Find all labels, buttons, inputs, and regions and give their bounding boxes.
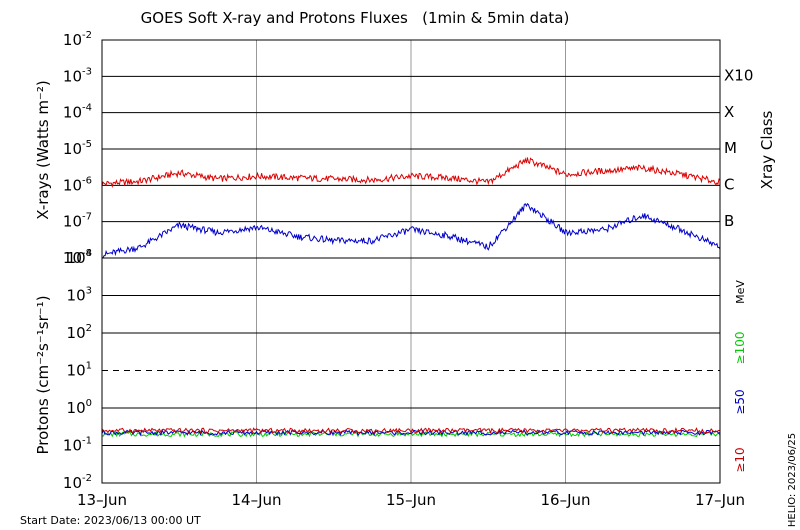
x-axis-ticks: 13–Jun 14–Jun 15–Jun 16–Jun 17–Jun [77, 491, 745, 509]
xray-series-line [101, 203, 721, 259]
proton-y-tick-label: 101 [67, 361, 92, 380]
xray-gridlines [102, 40, 720, 258]
credit-label: HELIO: 2023/06/25 [787, 433, 798, 527]
chart-title: GOES Soft X-ray and Protons Fluxes (1min… [141, 9, 570, 27]
xray-series-group [101, 157, 721, 259]
xray-y-tick-label: 10-5 [63, 139, 92, 158]
proton-legend-entry: ≥100 [733, 332, 747, 365]
proton-gridlines [102, 258, 720, 483]
xray-y-ticks: 10-210-310-410-510-610-710-8 [63, 30, 92, 267]
xray-class-axis-label: Xray Class [758, 110, 776, 189]
xray-y-tick-label: 10-4 [63, 103, 92, 122]
x-tick-label: 17–Jun [695, 491, 745, 509]
xray-class-label: B [724, 212, 734, 230]
xray-y-tick-label: 10-2 [63, 30, 92, 49]
proton-y-ticks: 104 103 102 101 100 10-1 10-2 [63, 248, 92, 492]
proton-series-group [101, 427, 721, 438]
proton-y-tick-label: 103 [67, 286, 92, 305]
proton-plot-frame [101, 257, 721, 484]
x-tick-label: 16–Jun [540, 491, 590, 509]
proton-series-line [101, 427, 721, 435]
xray-class-label: M [724, 139, 737, 157]
start-date-label: Start Date: 2023/06/13 00:00 UT [20, 514, 201, 527]
proton-y-axis-label: Protons (cm⁻²s⁻¹sr⁻¹) [34, 295, 52, 454]
xray-y-tick-label: 10-3 [63, 66, 92, 85]
proton-panel: 104 103 102 101 100 10-1 10-2 Protons (cm⁻²s⁻¹… [34, 248, 747, 492]
proton-y-tick-label: 100 [67, 398, 92, 417]
xray-y-axis-label: X-rays (Watts m⁻²) [34, 80, 52, 219]
xray-class-label: X10 [724, 67, 753, 85]
xray-class-label: C [724, 176, 734, 194]
proton-y-tick-label: 102 [67, 323, 92, 342]
proton-energy-legend: ≥100 ≥50 ≥10 [733, 332, 747, 473]
proton-legend-entry: ≥10 [733, 447, 747, 472]
proton-y-tick-label: 10-2 [63, 473, 92, 492]
x-tick-label: 14–Jun [231, 491, 281, 509]
xray-class-labels: X10 XM CB [724, 67, 753, 230]
proton-y-tick-label: 10-1 [63, 436, 92, 455]
xray-class-label: X [724, 103, 734, 121]
xray-y-tick-label: 10-6 [63, 175, 92, 194]
x-tick-label: 15–Jun [386, 491, 436, 509]
x-tick-label: 13–Jun [77, 491, 127, 509]
proton-y-tick-label: 104 [67, 248, 92, 267]
xray-series-line [101, 157, 721, 189]
proton-legend-entry: ≥50 [733, 389, 747, 414]
energy-unit-label: MeV [734, 280, 747, 304]
xray-y-tick-label: 10-7 [63, 212, 92, 231]
